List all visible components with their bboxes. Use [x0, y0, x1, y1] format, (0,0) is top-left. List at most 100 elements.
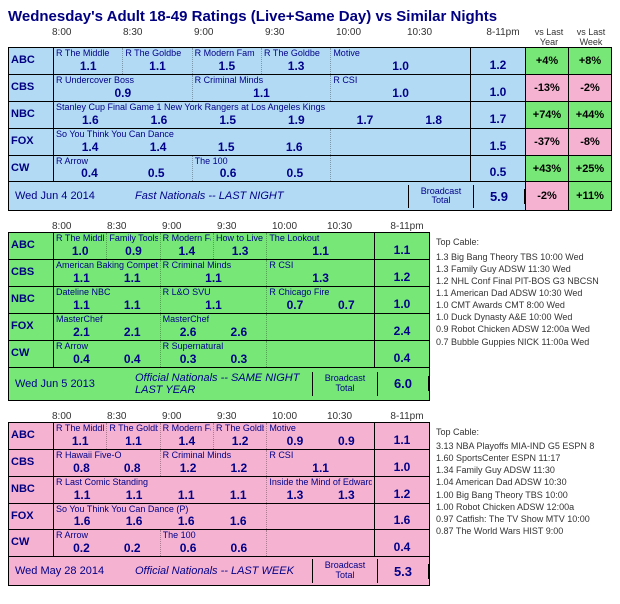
show-title: R Chicago Fire	[269, 288, 372, 298]
show-rating: 0.2	[56, 541, 107, 555]
ratings-panel: ABC R The Middle 1.1 R The Goldbe 1.1 R …	[8, 422, 430, 586]
network-label: FOX	[9, 314, 54, 340]
panel-footer-label: Official Nationals -- SAME NIGHT LAST YE…	[131, 368, 312, 400]
time-header: 8:00	[52, 221, 107, 232]
show-rating: 1.1	[56, 59, 120, 73]
ratings-panel: ABC R The Middle 1.0 Family Tools 0.9 R …	[8, 232, 430, 400]
show-rating: 1.1	[195, 86, 329, 100]
vs-year-cell: -13%	[525, 75, 568, 101]
vs-week-cell: -8%	[568, 129, 611, 155]
show-title: Inside the Mind of Edward S	[269, 478, 372, 488]
show-rating: 0.4	[56, 352, 107, 366]
show-rating: 1.4	[56, 140, 124, 154]
network-label: FOX	[9, 504, 54, 530]
top-cable-header: Top Cable:	[436, 426, 606, 438]
show-rating: 0.6	[213, 541, 264, 555]
broadcast-total-value: 6.0	[378, 376, 429, 391]
show-rating: 1.3	[269, 488, 320, 502]
show-rating: 1.1	[107, 271, 158, 285]
show-title: R L&O SVU	[163, 288, 265, 298]
footer-vs-week: +11%	[568, 182, 611, 210]
show-title: R The Goldbe	[264, 49, 328, 59]
top-cable-item: 1.34 Family Guy ADSW 11:30	[436, 464, 606, 476]
network-label: NBC	[9, 477, 54, 503]
vs-year-cell: +74%	[525, 102, 568, 128]
total-header: 8-11pm	[478, 27, 528, 47]
show-rating: 0.5	[261, 166, 328, 180]
broadcast-total-label: Broadcast Total	[312, 559, 378, 583]
show-rating: 0.2	[107, 541, 158, 555]
network-total: 1.0	[470, 75, 525, 101]
show-title: Family Tools	[109, 234, 157, 244]
show-rating: 1.1	[56, 271, 107, 285]
show-rating: 1.1	[212, 488, 264, 502]
show-title: R The Middle	[56, 49, 120, 59]
show-title: R Arrow	[56, 157, 190, 167]
show-title: R Undercover Boss	[56, 76, 190, 86]
show-rating: 1.0	[333, 86, 468, 100]
show-rating: 2.6	[163, 325, 214, 339]
network-total: 1.0	[374, 287, 429, 313]
show-rating: 1.0	[56, 244, 104, 258]
show-title: Dateline NBC	[56, 288, 158, 298]
time-header: 8:00	[52, 27, 123, 47]
show-rating: 1.1	[163, 271, 265, 285]
show-title: R Modern Fam	[163, 424, 211, 434]
show-rating: 1.1	[56, 298, 107, 312]
show-rating: 1.6	[212, 514, 264, 528]
show-rating: 1.6	[260, 140, 328, 154]
show-rating: 1.1	[107, 298, 158, 312]
show-rating: 1.6	[108, 514, 160, 528]
show-title: How to Live w	[216, 234, 264, 244]
show-rating: 0.3	[213, 352, 264, 366]
show-rating: 1.2	[163, 461, 214, 475]
show-title: R Hawaii Five-O	[56, 451, 158, 461]
panel-date: Wed Jun 5 2013	[9, 374, 131, 394]
show-rating: 0.9	[269, 434, 320, 448]
show-title: R The Middle	[56, 424, 104, 434]
top-cable-item: 1.2 NHL Conf Final PIT-BOS G3 NBCSN	[436, 275, 606, 287]
time-header: 8:30	[107, 411, 162, 422]
show-rating: 0.7	[269, 298, 320, 312]
top-cable-item: 1.1 American Dad ADSW 10:30 Wed	[436, 287, 606, 299]
top-cable-item: 3.13 NBA Playoffs MIA-IND G5 ESPN 8	[436, 440, 606, 452]
top-cable-item: 1.04 American Dad ADSW 10:30	[436, 476, 606, 488]
top-cable-item: 1.00 Robot Chicken ADSW 12:00a	[436, 501, 606, 513]
time-header: 9:30	[217, 411, 272, 422]
network-label: CW	[9, 530, 54, 556]
show-title: MasterChef	[56, 315, 158, 325]
show-rating: 2.1	[56, 325, 107, 339]
show-rating: 1.7	[331, 113, 400, 127]
broadcast-total-label: Broadcast Total	[312, 372, 378, 396]
vs-week-cell: -2%	[568, 75, 611, 101]
time-header: 10:00	[272, 411, 327, 422]
top-cable-item: 1.60 SportsCenter ESPN 11:17	[436, 452, 606, 464]
show-rating: 0.9	[109, 244, 157, 258]
show-title: R Criminal Minds	[163, 261, 265, 271]
network-total: 1.5	[470, 129, 525, 155]
show-rating: 1.4	[163, 434, 211, 448]
ratings-panel: ABC R The Middle 1.1 R The Goldbe 1.1 R …	[8, 47, 612, 211]
show-rating: 0.6	[163, 541, 214, 555]
network-label: CBS	[9, 75, 54, 101]
network-total: 0.4	[374, 341, 429, 367]
time-header: 10:30	[407, 27, 478, 47]
show-rating: 1.1	[109, 434, 157, 448]
show-rating: 1.1	[163, 298, 265, 312]
show-rating: 1.3	[216, 244, 264, 258]
show-title: R Arrow	[56, 342, 158, 352]
network-label: CW	[9, 341, 54, 367]
top-cable-item: 0.9 Robot Chicken ADSW 12:00a Wed	[436, 323, 606, 335]
top-cable-item: 1.3 Family Guy ADSW 11:30 Wed	[436, 263, 606, 275]
network-total: 1.6	[374, 504, 429, 530]
top-cable-item: 0.97 Catfish: The TV Show MTV 10:00	[436, 513, 606, 525]
show-title: The 100	[195, 157, 329, 167]
time-header: 8:30	[123, 27, 194, 47]
show-rating: 1.0	[333, 59, 468, 73]
top-cable-item: 1.0 CMT Awards CMT 8:00 Wed	[436, 299, 606, 311]
vs-year-cell: -37%	[525, 129, 568, 155]
show-rating: 1.1	[125, 59, 189, 73]
time-header: 10:30	[327, 411, 382, 422]
network-label: NBC	[9, 102, 54, 128]
show-rating: 1.8	[399, 113, 468, 127]
